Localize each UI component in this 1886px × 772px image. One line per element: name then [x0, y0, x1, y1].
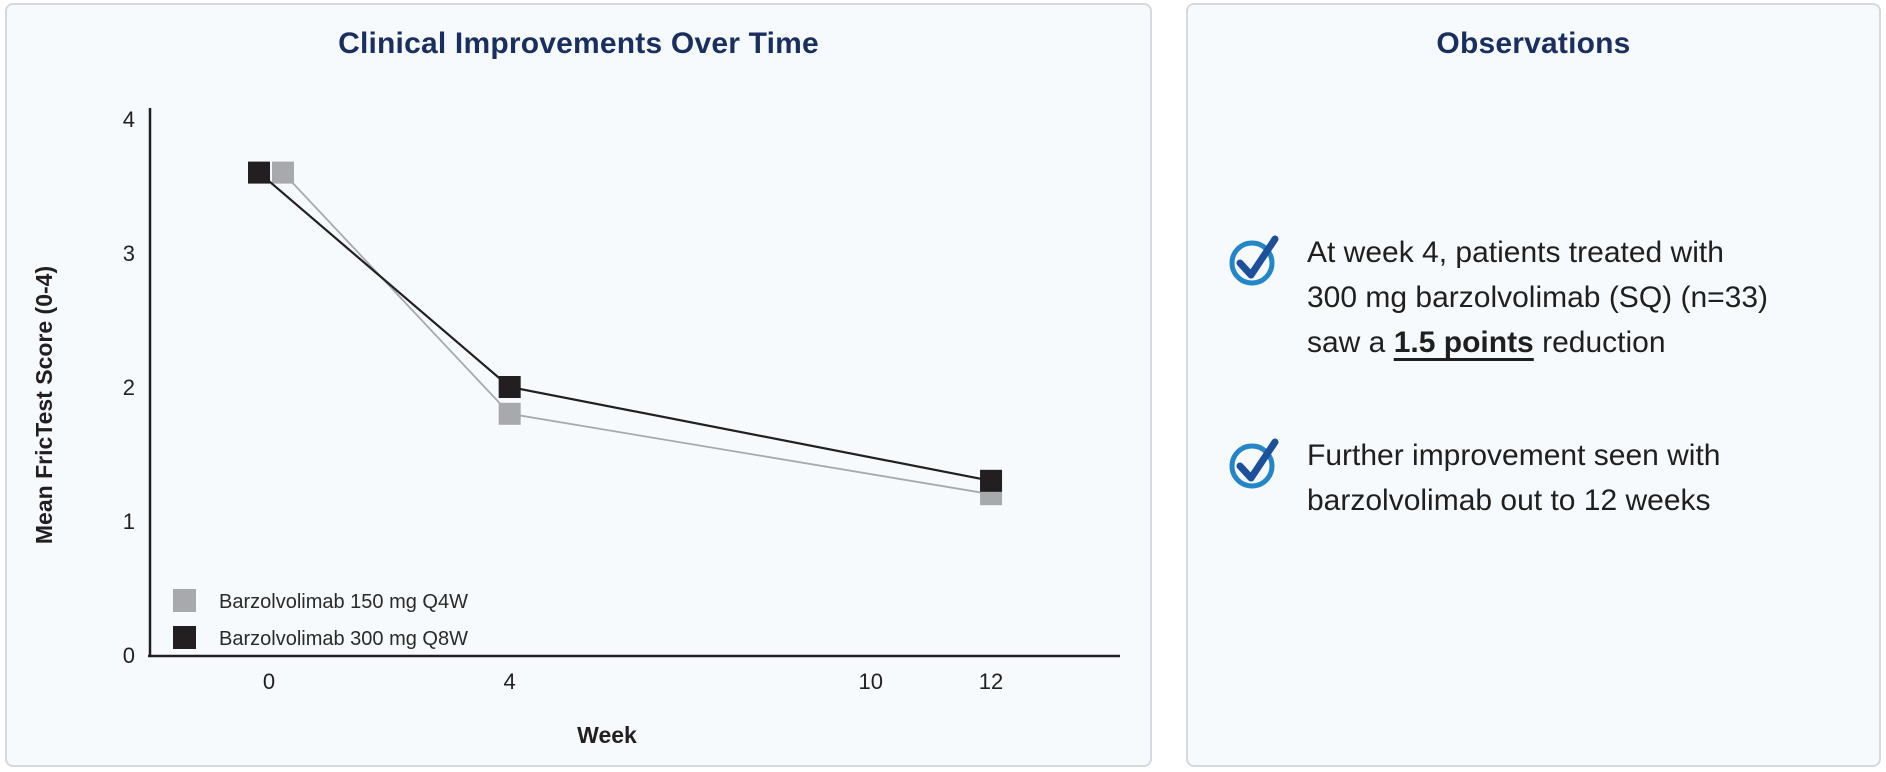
observation-text: Further improvement seen with barzolvoli… [1307, 433, 1721, 523]
legend-swatch [173, 589, 196, 612]
chart-panel: Clinical Improvements Over Time Mean Fri… [5, 3, 1152, 767]
observation-line: At week 4, patients treated with [1307, 236, 1724, 269]
data-point-marker [248, 161, 270, 184]
x-tick-label: 10 [858, 669, 882, 694]
observations-title: Observations [1436, 27, 1631, 60]
legend-swatch [173, 626, 196, 649]
chart-title: Clinical Improvements Over Time [338, 27, 819, 60]
legend-label: Barzolvolimab 150 mg Q4W [219, 591, 468, 613]
check-circle-icon [1229, 438, 1279, 489]
observations-panel: Observations At week 4, patients treated… [1186, 3, 1881, 767]
observation-text: At week 4, patients treated with 300 mg … [1307, 230, 1768, 365]
data-point-marker [272, 161, 294, 184]
data-point-marker [980, 469, 1003, 492]
highlight-value: 1.5 points [1393, 326, 1534, 359]
y-tick-label: 0 [123, 643, 135, 668]
x-axis-title: Week [577, 722, 637, 748]
check-circle-icon [1229, 235, 1279, 286]
observation-item: Further improvement seen with barzolvoli… [1228, 433, 1721, 523]
series-line [258, 171, 992, 482]
legend-label: Barzolvolimab 300 mg Q8W [219, 628, 468, 650]
observation-line: barzolvolimab out to 12 weeks [1307, 484, 1711, 517]
data-point-marker [498, 402, 521, 425]
data-point-marker [498, 376, 521, 398]
y-tick-label: 1 [123, 509, 135, 534]
chart-legend: Barzolvolimab 150 mg Q4W Barzolvolimab 30… [173, 589, 468, 650]
x-tick-label: 12 [979, 669, 1003, 694]
observation-line: saw a 1.5 points reduction [1307, 320, 1768, 365]
series-line [282, 171, 992, 496]
observation-line: 300 mg barzolvolimab (SQ) (n=33) [1307, 281, 1769, 314]
observation-item: At week 4, patients treated with 300 mg … [1228, 230, 1768, 365]
observation-line: Further improvement seen with [1307, 439, 1721, 472]
x-tick-label: 0 [263, 669, 275, 694]
y-axis-title: Mean FricTest Score (0-4) [31, 266, 57, 544]
y-tick-label: 3 [123, 241, 135, 266]
observation-text-prefix: saw a [1307, 326, 1394, 359]
observation-text-suffix: reduction [1533, 326, 1666, 359]
x-tick-label: 4 [504, 669, 516, 694]
y-tick-label: 2 [123, 375, 135, 400]
y-tick-label: 4 [123, 107, 135, 132]
